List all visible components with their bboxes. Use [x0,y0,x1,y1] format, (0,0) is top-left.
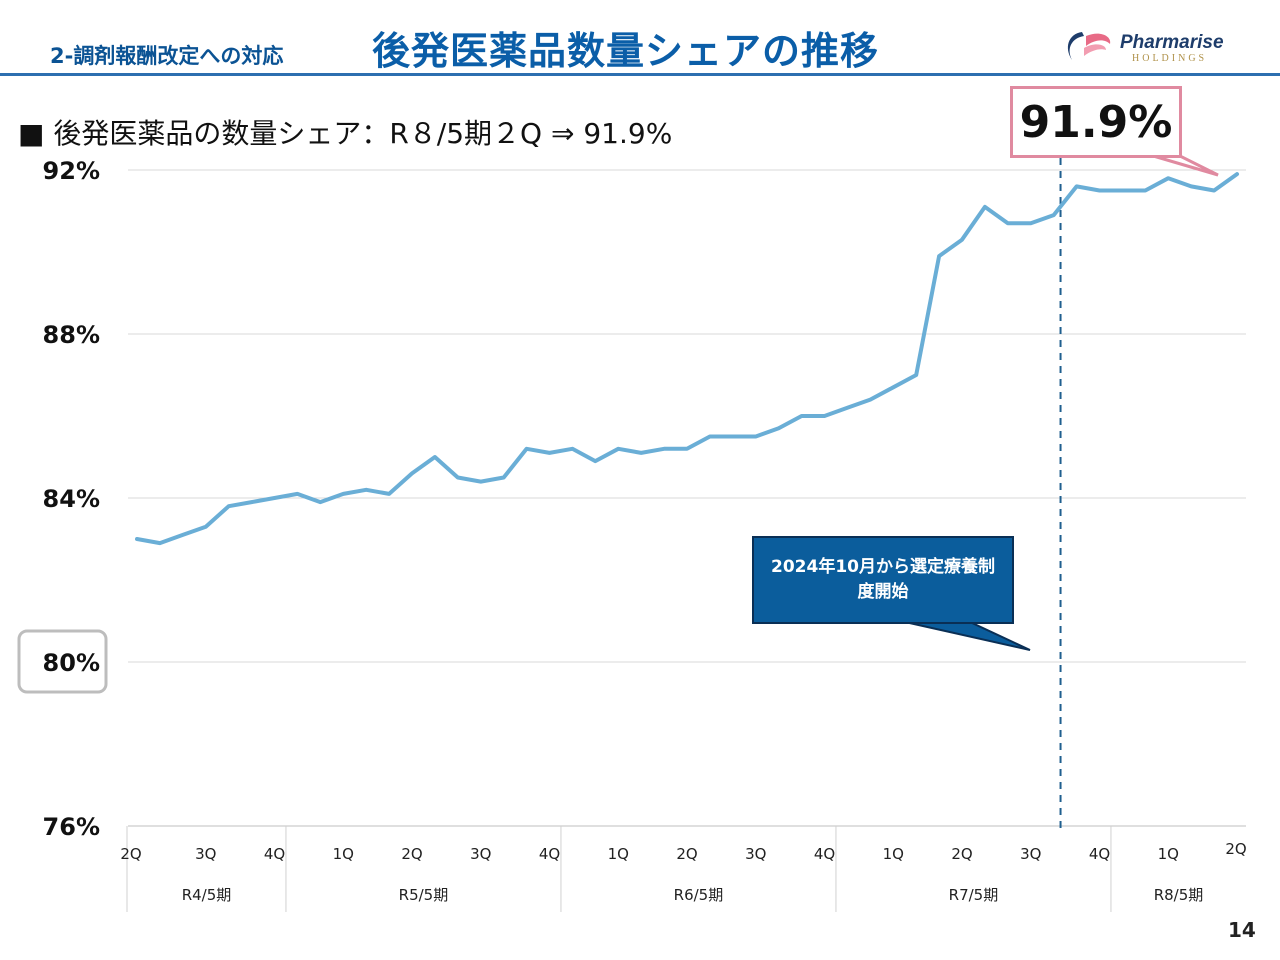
data-point [685,447,689,451]
data-point [593,459,597,463]
data-point [158,541,162,545]
data-point [479,480,483,484]
page-number: 14 [1228,918,1256,942]
data-point [868,398,872,402]
data-point [250,500,254,504]
data-point [273,496,276,500]
highlighted-tick-box [17,629,108,694]
data-point [1235,172,1239,176]
data-point [1166,176,1170,180]
data-point [616,447,620,451]
header-section-label: 2-調剤報酬改定への対応 [50,44,284,68]
data-point [960,238,964,242]
annotation-pointer [904,621,1031,651]
data-point [937,254,941,258]
x-quarter-label: 1Q [1158,845,1179,863]
data-point [525,447,529,451]
y-tick-label: 84% [43,485,100,513]
data-point [800,414,804,418]
x-quarter-label: 3Q [1020,845,1041,863]
company-logo: Pharmarise HOLDINGS [1060,26,1260,70]
data-point [1052,213,1056,217]
y-tick-label: 88% [43,321,100,349]
series-line [135,172,1239,546]
data-point [754,435,758,438]
x-period-label: R7/5期 [949,886,999,904]
data-point [731,435,735,438]
event-annotation: 2024年10月から選定療養制度開始 [752,536,1014,624]
x-quarter-label: 1Q [883,845,904,863]
x-quarter-label: 4Q [539,845,560,863]
x-quarter-label: 3Q [745,845,766,863]
callout-pointer [1149,153,1219,177]
data-point [1143,189,1147,192]
data-point [502,476,506,479]
logo-mark-icon [1067,32,1111,60]
callout-value: 91.9% [1019,96,1173,148]
data-point [1006,221,1010,225]
data-point [318,500,322,504]
data-point [204,525,208,529]
data-point [548,451,551,455]
x-quarter-label: 4Q [1089,845,1110,863]
data-point [364,488,368,492]
data-point [1120,189,1124,192]
y-tick-label: 92% [43,157,100,185]
data-point [341,492,345,496]
data-point [914,373,918,377]
data-point [777,426,781,430]
data-point [639,451,643,455]
x-quarter-label: 1Q [608,845,629,863]
data-point [845,406,849,410]
latest-value-callout: 91.9% [1010,86,1182,158]
x-quarter-label: 2Q [401,845,422,863]
data-point [1189,184,1193,188]
data-point [891,385,895,389]
x-quarter-label: 4Q [264,845,285,863]
event-annotation-text: 2024年10月から選定療養制度開始 [771,557,995,602]
data-point [135,537,139,541]
x-period-label: R6/5期 [674,886,724,904]
x-quarter-label: 3Q [195,845,216,863]
logo-subtext: HOLDINGS [1132,53,1208,64]
data-point [570,447,574,451]
page-title: 後発医薬品数量シェアの推移 [372,29,880,73]
data-point [1212,189,1216,192]
header-rule [0,73,1280,76]
x-quarter-label: 2Q [676,845,697,863]
data-point [410,471,414,475]
data-point [662,447,666,451]
data-point [983,205,987,209]
y-tick-label: 76% [43,813,100,841]
chart-subtitle: ■ 後発医薬品の数量シェア：R８/5期２Q ⇒ 91.9% [18,117,673,150]
x-period-label: R4/5期 [182,886,232,904]
data-point [227,504,231,508]
data-point [1075,184,1079,188]
x-period-label: R5/5期 [399,886,449,904]
data-point [295,492,299,496]
x-quarter-label: 1Q [333,845,354,863]
data-point [708,435,712,438]
y-tick-label: 80% [43,649,100,677]
data-point [181,533,185,537]
x-quarter-label: 2Q [1225,840,1246,858]
x-quarter-label: 3Q [470,845,491,863]
x-period-label: R8/5期 [1154,886,1204,904]
data-point [1098,189,1101,192]
x-quarter-label: 2Q [120,845,141,863]
logo-name: Pharmarise [1120,32,1224,53]
data-point [387,492,391,496]
x-quarter-label: 4Q [814,845,835,863]
data-point [456,476,460,479]
x-quarter-label: 2Q [951,845,972,863]
data-point [823,414,826,418]
data-point [1029,221,1033,225]
data-point [433,455,437,459]
